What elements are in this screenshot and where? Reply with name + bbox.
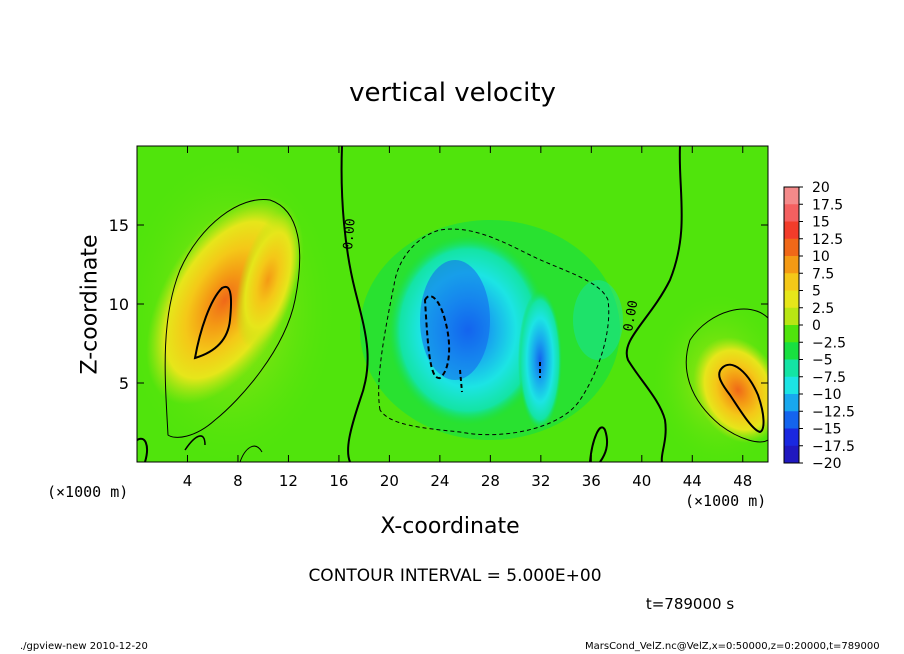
colorbar-swatch xyxy=(784,307,799,326)
x-unit-left: (×1000 m) xyxy=(47,483,129,501)
colorbar-swatch xyxy=(784,204,799,222)
colorbar-swatch xyxy=(784,325,799,343)
footer-left: ./gpview-new 2010-12-20 xyxy=(20,641,148,652)
colorbar-label: 17.5 xyxy=(812,197,843,213)
chart-title: vertical velocity xyxy=(349,78,556,108)
colorbar-swatch xyxy=(784,238,799,257)
x-tick-label: 16 xyxy=(329,472,348,490)
colorbar-label: −2.5 xyxy=(812,335,846,351)
x-tick-label: 28 xyxy=(481,472,500,490)
y-axis: 5 10 15 xyxy=(109,216,768,393)
x-tick-label: 36 xyxy=(582,472,601,490)
colorbar-label: 0 xyxy=(812,318,821,334)
x-unit-right: (×1000 m) xyxy=(685,492,767,510)
colorbar-label: −17.5 xyxy=(812,439,855,455)
colorbar-label: 5 xyxy=(812,284,821,300)
colorbar-label: −20 xyxy=(812,456,842,472)
colorbar-swatch xyxy=(784,411,799,429)
colorbar-label: −15 xyxy=(812,422,842,438)
colorbar-label: 15 xyxy=(812,215,830,231)
x-tick-label: 8 xyxy=(233,472,243,490)
colorbar-label: −12.5 xyxy=(812,404,855,420)
colorbar-label: −7.5 xyxy=(812,370,846,386)
x-tick-label: 44 xyxy=(683,472,702,490)
x-tick-label: 48 xyxy=(733,472,752,490)
y-tick-label: 5 xyxy=(119,374,129,393)
colorbar-swatch xyxy=(784,221,799,240)
heatmap-field xyxy=(137,146,768,462)
x-axis-label: X-coordinate xyxy=(380,514,520,539)
x-tick-label: 40 xyxy=(632,472,651,490)
colorbar-swatch xyxy=(784,445,799,464)
y-tick-label: 10 xyxy=(109,295,129,314)
x-tick-label: 24 xyxy=(430,472,449,490)
colorbar-swatch xyxy=(784,342,799,360)
colorbar-swatch xyxy=(784,428,799,447)
y-axis-label: Z-coordinate xyxy=(77,234,103,375)
x-tick-label: 12 xyxy=(279,472,298,490)
contour-interval: CONTOUR INTERVAL = 5.000E+00 xyxy=(308,566,602,586)
colorbar-swatch xyxy=(784,273,799,291)
time-label: t=789000 s xyxy=(645,595,735,613)
colorbar-swatch xyxy=(784,256,799,274)
x-tick-label: 4 xyxy=(183,472,193,490)
y-tick-label: 15 xyxy=(109,216,129,235)
colorbar-label: −10 xyxy=(812,387,842,403)
colorbar-swatch xyxy=(784,290,799,309)
colorbar-label: −5 xyxy=(812,353,833,369)
colorbar-label: 10 xyxy=(812,249,830,265)
footer-right: MarsCond_VelZ.nc@VelZ,x=0:50000,z=0:2000… xyxy=(585,641,880,652)
colorbar-label: 2.5 xyxy=(812,301,834,317)
colorbar-swatch xyxy=(784,376,799,395)
colorbar-swatch xyxy=(784,359,799,378)
colorbar-label: 7.5 xyxy=(812,266,834,282)
colorbar-label: 12.5 xyxy=(812,232,843,248)
contour-label: 0.00 xyxy=(621,299,641,332)
colorbar-swatch xyxy=(784,187,799,205)
colorbar-label: 20 xyxy=(812,180,830,196)
x-axis: 4 8 12 16 20 24 28 32 36 40 44 48 xyxy=(183,146,752,490)
contour-lines xyxy=(137,146,768,462)
x-tick-label: 20 xyxy=(380,472,399,490)
colorbar-swatch xyxy=(784,394,799,412)
x-tick-label: 32 xyxy=(531,472,550,490)
contour-label: 0.00 xyxy=(341,218,359,251)
